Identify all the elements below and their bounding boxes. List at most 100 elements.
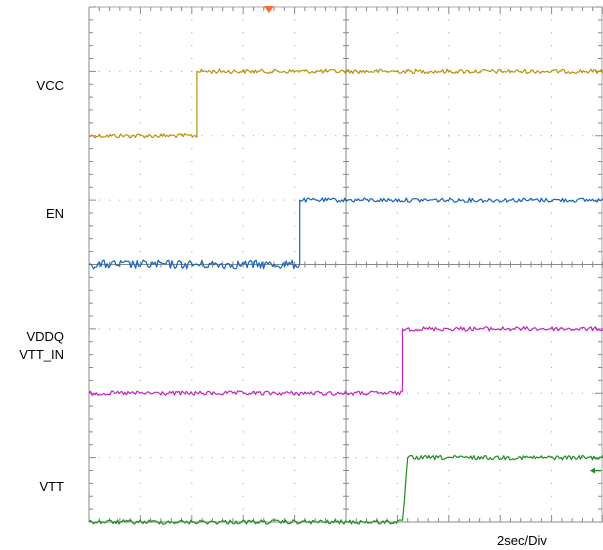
grid-dot (551, 148, 553, 150)
grid-dot (294, 83, 296, 85)
grid-dot (366, 457, 368, 459)
grid-dot (355, 457, 357, 459)
grid-dot (551, 457, 553, 459)
vcc-trace (88, 68, 603, 139)
grid-dot (129, 328, 131, 330)
grid-dot (499, 32, 501, 34)
grid-dot (211, 199, 213, 201)
grid-dot (396, 315, 398, 317)
grid-dot (129, 199, 131, 201)
grid-dot (201, 328, 203, 330)
grid-dot (139, 45, 141, 47)
grid-dot (324, 135, 326, 137)
grid-dot (139, 173, 141, 175)
grid-dot (396, 444, 398, 446)
grid-dot (191, 289, 193, 291)
grid-dot (242, 70, 244, 72)
grid-dot (448, 225, 450, 227)
grid-dot (191, 109, 193, 111)
grid-dot (294, 45, 296, 47)
grid-dot (242, 354, 244, 356)
grid-dot (551, 83, 553, 85)
grid-dot (530, 392, 532, 394)
grid-dot (129, 457, 131, 459)
grid-dot (283, 199, 285, 201)
grid-dot (366, 328, 368, 330)
grid-dot (551, 379, 553, 381)
grid-dot (396, 109, 398, 111)
grid-dot (314, 457, 316, 459)
grid-dot (242, 96, 244, 98)
grid-dot (242, 470, 244, 471)
grid-dot (551, 444, 553, 446)
grid-dot (139, 341, 141, 343)
grid-dot (396, 431, 398, 433)
grid-dot (448, 431, 450, 433)
grid-dot (499, 508, 501, 510)
grid-dot (139, 212, 141, 214)
grid-dot (139, 444, 141, 446)
grid-dot (191, 199, 193, 201)
grid-dot (376, 457, 378, 459)
grid-dot (283, 457, 285, 459)
grid-dot (252, 328, 254, 330)
grid-dot (324, 457, 326, 459)
grid-dot (150, 457, 152, 459)
grid-dot (191, 32, 193, 34)
grid-dot (294, 109, 296, 111)
grid-dot (294, 315, 296, 317)
grid-dot (520, 199, 522, 201)
grid-dot (530, 199, 532, 201)
grid-dot (509, 70, 511, 72)
grid-dot (294, 367, 296, 368)
grid-dot (294, 379, 296, 381)
grid-dot (417, 392, 419, 394)
grid-dot (499, 238, 501, 240)
grid-dot (551, 431, 553, 433)
grid-dot (427, 135, 429, 137)
grid-dot (109, 392, 111, 394)
grid-dot (263, 457, 265, 459)
grid-dot (479, 70, 481, 72)
grid-dot (242, 302, 244, 304)
grid-dot (551, 470, 553, 471)
grid-dot (294, 495, 296, 497)
grid-dot (160, 199, 162, 201)
grid-dot (551, 276, 553, 278)
grid-dot (509, 392, 511, 394)
grid-dot (499, 328, 501, 330)
grid-dot (499, 186, 501, 188)
grid-dot (191, 379, 193, 381)
grid-dot (191, 354, 193, 356)
grid-dot (294, 431, 296, 433)
grid-dot (396, 225, 398, 227)
grid-dot (499, 70, 501, 72)
grid-dot (252, 392, 254, 394)
grid-dot (160, 135, 162, 137)
grid-dot (509, 328, 511, 330)
grid-dot (417, 199, 419, 201)
grid-dot (294, 289, 296, 291)
grid-dot (191, 96, 193, 98)
grid-dot (479, 392, 481, 394)
grid-dot (304, 457, 306, 459)
grid-dot (448, 315, 450, 317)
grid-dot (396, 19, 398, 21)
grid-dot (232, 199, 234, 201)
grid-dot (551, 418, 553, 420)
grid-dot (139, 148, 141, 150)
grid-dot (396, 367, 398, 368)
grid-dot (396, 212, 398, 214)
grid-dot (222, 392, 224, 394)
grid-dot (191, 431, 193, 433)
grid-dot (242, 482, 244, 484)
grid-dot (139, 109, 141, 111)
grid-dot (139, 418, 141, 420)
grid-dot (139, 354, 141, 356)
grid-dot (139, 19, 141, 21)
grid-dot (448, 58, 450, 59)
grid-dot (479, 135, 481, 137)
grid-dot (294, 405, 296, 407)
grid-dot (139, 470, 141, 471)
grid-dot (181, 70, 183, 72)
